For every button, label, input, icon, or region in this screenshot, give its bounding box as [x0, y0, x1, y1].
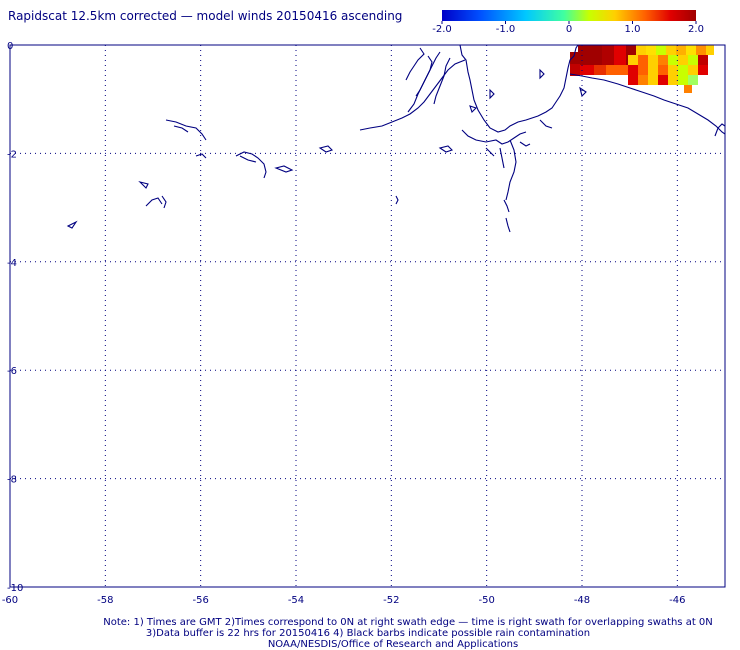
map-frame: [9, 44, 726, 588]
x-tick-label: -60: [2, 595, 18, 606]
y-tick-label: -6: [7, 366, 17, 377]
x-tick-label: -50: [478, 595, 494, 606]
colorbar-tick-label: -1.0: [496, 24, 516, 35]
footnote-line-3: NOAA/NESDIS/Office of Research and Appli…: [268, 639, 518, 650]
footnote-line-2: 3)Data buffer is 22 hrs for 20150416 4) …: [146, 628, 590, 639]
grid-lines: [10, 45, 725, 587]
map-background: [10, 45, 725, 587]
x-tick-label: -52: [383, 595, 399, 606]
x-tick-label: -48: [574, 595, 590, 606]
y-tick-label: -2: [7, 149, 17, 160]
wind-swath: [570, 45, 714, 93]
colorbar-tick-label: 1.0: [625, 24, 641, 35]
colorbar-tick-label: 2.0: [688, 24, 704, 35]
y-tick-label: -8: [7, 475, 17, 486]
x-tick-label: -56: [192, 595, 208, 606]
y-tick-label: -10: [7, 583, 23, 594]
x-tick-label: -54: [288, 595, 304, 606]
colorbar-ticks: -2.0 -1.0 0 1.0 2.0: [432, 21, 704, 35]
colorbar-gradient: [442, 10, 696, 21]
colorbar-tick-label: -2.0: [432, 24, 452, 35]
x-axis-ticks: -60 -58 -56 -54 -52 -50 -48 -46: [2, 595, 686, 606]
colorbar-tick-label: 0: [566, 24, 572, 35]
y-tick-label: -4: [7, 258, 17, 269]
colorbar: -2.0 -1.0 0 1.0 2.0: [432, 10, 704, 35]
coastlines: [66, 45, 725, 233]
map-title: Rapidscat 12.5km corrected — model winds…: [8, 9, 402, 23]
footnote-line-1: Note: 1) Times are GMT 2)Times correspon…: [103, 617, 713, 628]
x-tick-label: -46: [669, 595, 685, 606]
x-tick-label: -58: [97, 595, 113, 606]
map-area: -60 -58 -56 -54 -52 -50 -48 -46 0-2-4-6-8-10: [2, 41, 726, 606]
